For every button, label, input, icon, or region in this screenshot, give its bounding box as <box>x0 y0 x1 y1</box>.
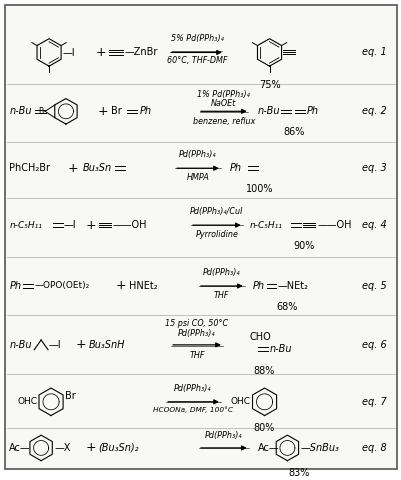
Text: Ac—: Ac— <box>9 443 31 453</box>
Text: —X: —X <box>54 443 70 453</box>
Text: Pd(PPh₃)₄: Pd(PPh₃)₄ <box>203 268 240 277</box>
Text: eq. 4: eq. 4 <box>361 220 386 230</box>
Text: Ac—: Ac— <box>257 443 279 453</box>
Text: (Bu₃Sn)₂: (Bu₃Sn)₂ <box>99 443 139 453</box>
Text: NaOEt: NaOEt <box>211 99 236 108</box>
Text: eq. 5: eq. 5 <box>361 281 386 291</box>
Text: Pd(PPh₃)₄: Pd(PPh₃)₄ <box>178 329 215 338</box>
Text: eq. 2: eq. 2 <box>361 106 386 116</box>
Text: —OPO(OEt)₂: —OPO(OEt)₂ <box>34 281 89 290</box>
Text: 5% Pd(PPh₃)₄: 5% Pd(PPh₃)₄ <box>170 34 223 43</box>
Text: THF: THF <box>214 291 229 300</box>
Text: ——OH: ——OH <box>112 220 147 230</box>
Text: THF: THF <box>189 351 204 360</box>
Text: 1% Pd(PPh₃)₄: 1% Pd(PPh₃)₄ <box>197 90 250 98</box>
Text: eq. 8: eq. 8 <box>361 443 386 453</box>
Text: benzene, reflux: benzene, reflux <box>192 117 254 126</box>
Text: Ph: Ph <box>306 106 318 116</box>
Text: B: B <box>38 107 43 116</box>
Text: 90%: 90% <box>293 241 314 251</box>
Text: 68%: 68% <box>276 302 298 312</box>
Text: ——OH: ——OH <box>316 220 351 230</box>
Text: PhCH₂Br: PhCH₂Br <box>9 163 50 173</box>
Text: +: + <box>75 338 86 351</box>
Text: Bu₃SnH: Bu₃SnH <box>89 340 125 350</box>
Text: Pd(PPh₃)₄: Pd(PPh₃)₄ <box>174 384 211 393</box>
Text: +: + <box>67 162 78 175</box>
Text: Bu₃Sn: Bu₃Sn <box>83 163 111 173</box>
Text: +: + <box>97 105 108 118</box>
Text: —ZnBr: —ZnBr <box>124 48 158 58</box>
Text: Br: Br <box>65 391 75 401</box>
Text: 83%: 83% <box>288 468 309 478</box>
Text: Pyrrolidine: Pyrrolidine <box>195 230 238 239</box>
Text: n-Bu: n-Bu <box>9 106 32 116</box>
Text: 60°C, THF-DMF: 60°C, THF-DMF <box>166 56 227 65</box>
Text: —SnBu₃: —SnBu₃ <box>300 443 338 453</box>
Text: —NEt₂: —NEt₂ <box>277 281 308 291</box>
Text: 80%: 80% <box>253 423 275 433</box>
Text: n-Bu: n-Bu <box>269 344 291 354</box>
Text: Ph: Ph <box>229 163 241 173</box>
Text: 75%: 75% <box>258 80 279 90</box>
Text: —I: —I <box>64 220 76 230</box>
Text: —I: —I <box>48 340 61 350</box>
Text: n-Bu: n-Bu <box>9 340 32 350</box>
Text: n-C₅H₁₁: n-C₅H₁₁ <box>9 221 42 229</box>
Text: n-Bu: n-Bu <box>257 106 279 116</box>
Text: +: + <box>95 46 106 59</box>
Text: +: + <box>115 279 126 292</box>
Text: eq. 1: eq. 1 <box>361 48 386 58</box>
Text: Ph: Ph <box>252 281 264 291</box>
Text: 86%: 86% <box>283 127 304 137</box>
Text: Ph: Ph <box>9 281 21 291</box>
Text: Br: Br <box>110 106 121 116</box>
Text: CHO: CHO <box>249 332 271 342</box>
Text: HCOONa, DMF, 100°C: HCOONa, DMF, 100°C <box>153 407 233 413</box>
Text: +: + <box>85 442 96 455</box>
Text: eq. 7: eq. 7 <box>361 397 386 407</box>
Text: 100%: 100% <box>245 184 273 194</box>
Text: 88%: 88% <box>253 366 275 376</box>
Text: 15 psi CO, 50°C: 15 psi CO, 50°C <box>165 319 228 328</box>
Text: Pd(PPh₃)₄: Pd(PPh₃)₄ <box>205 431 242 440</box>
Text: HNEt₂: HNEt₂ <box>128 281 157 291</box>
Text: eq. 6: eq. 6 <box>361 340 386 350</box>
Text: —I: —I <box>63 48 75 59</box>
Text: OHC: OHC <box>230 397 250 406</box>
Text: Ph: Ph <box>139 106 151 116</box>
Text: OHC: OHC <box>17 397 37 406</box>
Text: eq. 3: eq. 3 <box>361 163 386 173</box>
Text: +: + <box>85 219 96 232</box>
Text: HMPA: HMPA <box>186 173 209 182</box>
Text: Pd(PPh₃)₄/CuI: Pd(PPh₃)₄/CuI <box>190 207 243 216</box>
Text: Pd(PPh₃)₄: Pd(PPh₃)₄ <box>179 150 216 159</box>
Text: n-C₅H₁₁: n-C₅H₁₁ <box>249 221 282 229</box>
